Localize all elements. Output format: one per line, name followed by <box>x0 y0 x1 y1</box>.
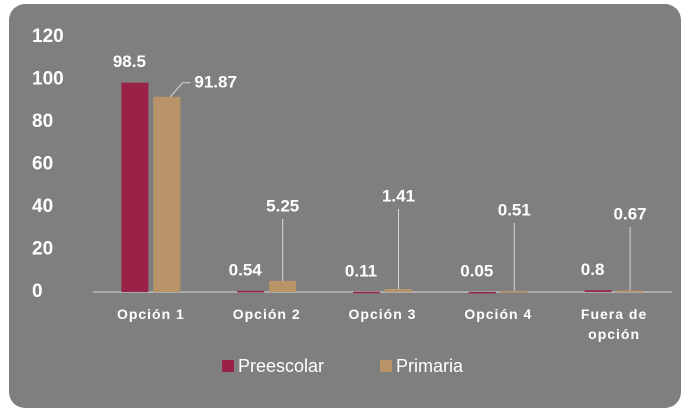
bar <box>153 96 181 293</box>
data-label: 5.25 <box>266 196 299 215</box>
x-tick-label-box: Opción 1 <box>116 306 185 322</box>
bar <box>500 290 528 293</box>
y-tick-label: 20 <box>32 239 53 260</box>
x-tick-label-box: Opción 2 <box>232 306 301 322</box>
bar <box>584 290 612 292</box>
data-label: 98.5 <box>113 52 146 71</box>
x-tick-label: Opción 1 <box>116 306 185 322</box>
y-tick-label: 120 <box>32 26 64 47</box>
data-label: 0.8 <box>581 260 605 279</box>
x-tick-label-box: Fuera de opción <box>580 306 648 342</box>
bar <box>269 280 297 292</box>
bar <box>468 291 496 294</box>
x-tick-label: Fuera de opción <box>580 306 648 342</box>
legend-label: Primaria <box>396 356 464 376</box>
data-label: 91.87 <box>194 72 237 91</box>
legend-swatch <box>380 360 392 372</box>
data-label: 0.67 <box>614 204 647 223</box>
y-tick-label: 80 <box>32 111 53 132</box>
bar <box>353 291 380 294</box>
legend-label: Preescolar <box>238 356 324 376</box>
legend-swatch <box>222 360 234 372</box>
data-label: 0.51 <box>498 200 531 219</box>
x-tick-label-box: Opción 3 <box>348 306 417 322</box>
bar <box>121 82 149 292</box>
x-tick-label: Opción 4 <box>464 306 533 322</box>
x-tick-label: Opción 3 <box>348 306 417 322</box>
x-tick-label: Opción 2 <box>232 306 301 322</box>
data-label: 0.05 <box>460 261 493 280</box>
data-label: 0.54 <box>229 260 263 279</box>
y-tick-label: 0 <box>32 281 43 302</box>
y-tick-label: 100 <box>32 69 64 90</box>
bar <box>237 290 265 293</box>
x-tick-label-box: Opción 4 <box>464 306 533 322</box>
bar <box>616 290 644 293</box>
data-label: 1.41 <box>382 186 415 205</box>
bar <box>385 289 412 292</box>
y-tick-label: 60 <box>32 154 53 175</box>
data-label: 0.11 <box>345 261 377 280</box>
leader-line <box>170 82 191 98</box>
y-tick-label: 40 <box>32 196 53 217</box>
